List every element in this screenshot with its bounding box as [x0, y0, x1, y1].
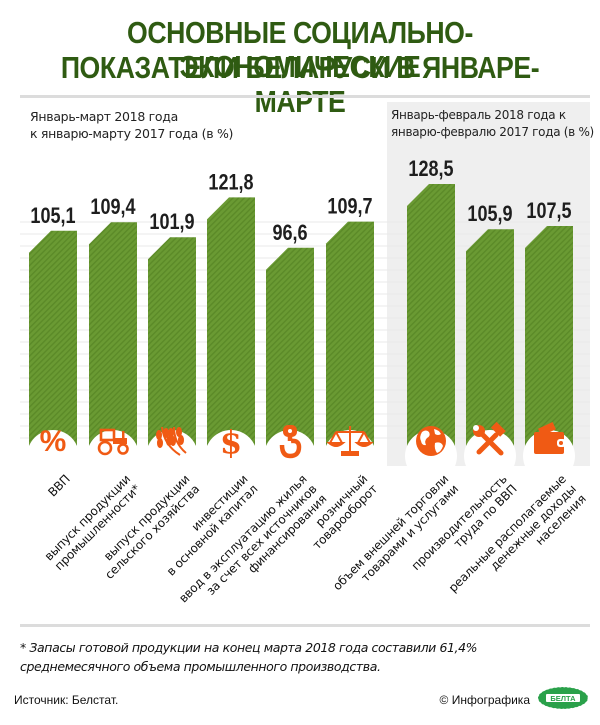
- bar-value-label: 107,5: [526, 199, 571, 223]
- bar-value-label: 121,8: [208, 171, 253, 195]
- title-line-1: ОСНОВНЫЕ СОЦИАЛЬНО-ЭКОНОМИЧЕСКИЕ: [127, 15, 473, 84]
- bar: [148, 237, 196, 455]
- globe-icon: [416, 426, 446, 456]
- bar: [407, 184, 455, 455]
- title-line-2: ПОКАЗАТЕЛИ БЕЛАРУСИ В ЯНВАРЕ-МАРТЕ: [60, 50, 540, 119]
- credit-text: © Инфографика: [439, 693, 530, 707]
- svg-text:$: $: [220, 423, 242, 461]
- subtitle-right-line-2: январю-февралю 2017 года (в %): [391, 125, 594, 139]
- subtitle-right-line-1: Январь-февраль 2018 года к: [391, 108, 566, 122]
- bar-value-label: 105,1: [30, 204, 75, 228]
- wheat-icon: [156, 426, 187, 456]
- bar-value-label: 101,9: [149, 211, 194, 235]
- wrench-hammer-icon: [473, 421, 506, 456]
- subtitle-right: Январь-февраль 2018 года к январю-феврал…: [391, 107, 594, 141]
- bar-value-label: 105,9: [467, 203, 512, 227]
- tractor-icon: [97, 428, 129, 456]
- footnote-line-1: * Запасы готовой продукции на конец март…: [20, 640, 478, 655]
- scales-icon: [326, 426, 374, 456]
- subtitle-left: Январь-март 2018 года к январю-марту 201…: [30, 108, 233, 142]
- top-divider: [20, 95, 590, 98]
- footnote-line-2: среднемесячного объема промышленного про…: [20, 659, 381, 674]
- bar: [29, 230, 77, 455]
- bar: [89, 222, 137, 455]
- footnote: * Запасы готовой продукции на конец март…: [20, 638, 478, 676]
- icon-badge: [205, 430, 257, 482]
- bottom-divider: [20, 624, 590, 627]
- bar: [266, 247, 314, 455]
- logo-text: БЕЛТА: [550, 694, 576, 703]
- bars: % 105,1 109,4 101,9 $121,8 96,6 109,7 128,5 105,…: [27, 157, 575, 482]
- bar-value-label: 109,4: [90, 196, 136, 220]
- bar-value-label: 109,7: [327, 195, 372, 219]
- icon-badge: [464, 430, 516, 482]
- percent-icon: %: [40, 425, 67, 458]
- dollar-icon: $: [220, 423, 242, 461]
- subtitle-left-line-2: к январю-марту 2017 года (в %): [30, 126, 234, 141]
- belta-logo: БЕЛТА: [537, 686, 589, 710]
- bar: [466, 229, 514, 455]
- icon-badge: [27, 430, 79, 482]
- bar-value-label: 128,5: [408, 157, 453, 181]
- subtitle-left-line-1: Январь-март 2018 года: [30, 109, 178, 124]
- wallet-icon: [534, 421, 566, 454]
- source-text: Источник: Белстат.: [14, 693, 119, 707]
- bar-value-label: 96,6: [272, 221, 307, 245]
- crane-hook-icon: [279, 425, 302, 459]
- bar: [326, 221, 374, 455]
- svg-text:%: %: [40, 425, 67, 458]
- bar: [525, 226, 573, 455]
- bar: [207, 197, 255, 455]
